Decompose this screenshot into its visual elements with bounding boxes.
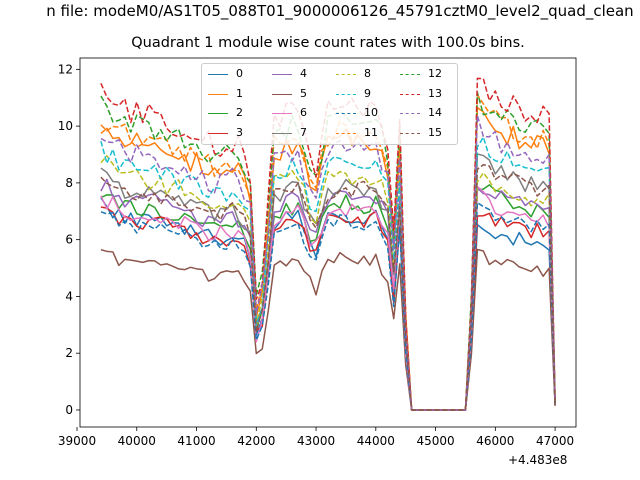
series-line-15	[100, 163, 556, 411]
series-line-9	[100, 136, 556, 411]
x-tick-label: 43000	[297, 434, 335, 448]
legend-swatch	[400, 113, 420, 114]
series-line-7	[100, 153, 556, 411]
series-line-5	[100, 248, 556, 411]
y-tick-label: 6	[65, 233, 73, 247]
legend-label: 6	[300, 106, 307, 119]
x-tick-label: 39000	[58, 434, 96, 448]
legend-swatch	[336, 132, 356, 134]
x-tick-label: 41000	[177, 434, 215, 448]
y-tick-label: 2	[65, 346, 73, 360]
legend-label: 10	[364, 106, 378, 119]
y-tick-label: 10	[58, 119, 73, 133]
y-axis: 0 2 4 6 8 10 12	[58, 62, 80, 417]
legend-label: 2	[236, 106, 243, 119]
legend-swatch	[208, 93, 228, 95]
series-line-0	[100, 197, 556, 411]
x-tick-label: 46000	[476, 434, 514, 448]
x-tick-label: 40000	[118, 434, 156, 448]
series-line-4	[100, 178, 556, 411]
series-line-6	[100, 185, 556, 411]
series-line-10	[100, 201, 556, 411]
legend-swatch	[272, 113, 292, 114]
legend-label: 14	[428, 106, 442, 119]
x-axis: 39000 40000 41000 42000 43000 44000 45000 46000…	[58, 427, 574, 448]
legend-label: 9	[364, 86, 371, 100]
legend-label: 13	[428, 86, 442, 100]
legend-label: 1	[236, 86, 243, 100]
legend-label: 15	[428, 125, 442, 139]
x-offset-label: +4.483e8	[508, 453, 568, 467]
legend-swatch	[336, 74, 356, 75]
y-tick-label: 8	[65, 176, 73, 190]
y-tick-label: 12	[58, 62, 73, 76]
legend: 0 1 2 3 4 5 6 7 8 9 10 11 12 13 14 15	[201, 63, 458, 145]
y-tick-label: 4	[65, 289, 73, 303]
legend-swatch	[400, 132, 420, 134]
legend-swatch	[272, 93, 292, 95]
legend-swatch	[336, 113, 356, 114]
legend-label: 8	[364, 67, 371, 80]
series-line-14	[100, 114, 556, 411]
legend-label: 5	[300, 86, 307, 100]
x-tick-label: 45000	[416, 434, 454, 448]
legend-swatch	[272, 132, 292, 134]
x-tick-label: 47000	[536, 434, 574, 448]
legend-swatch	[272, 74, 292, 75]
y-tick-label: 0	[65, 403, 73, 417]
figure-suptitle: n file: modeM0/AS1T05_088T01_9000006126_…	[46, 2, 634, 20]
legend-label: 11	[364, 125, 378, 139]
legend-swatch	[208, 113, 228, 114]
legend-label: 7	[300, 125, 307, 139]
legend-swatch	[336, 93, 356, 95]
series-line-8	[100, 155, 556, 411]
legend-swatch	[208, 132, 228, 134]
legend-label: 0	[236, 67, 243, 80]
legend-label: 3	[236, 125, 243, 139]
x-tick-label: 44000	[357, 434, 395, 448]
legend-swatch	[400, 93, 420, 95]
legend-swatch	[400, 74, 420, 75]
legend-swatch	[208, 74, 228, 75]
legend-label: 12	[428, 67, 442, 80]
series-line-13	[100, 77, 556, 411]
chart-title: Quadrant 1 module wise count rates with …	[131, 35, 525, 51]
x-tick-label: 42000	[237, 434, 275, 448]
legend-label: 4	[300, 67, 307, 80]
axes-frame	[79, 57, 577, 428]
